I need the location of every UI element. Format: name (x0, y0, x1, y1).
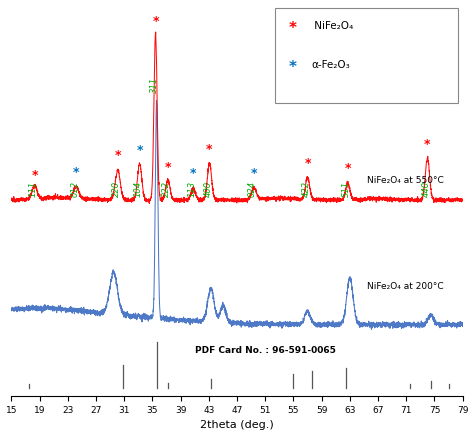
Text: 104: 104 (134, 181, 143, 197)
Text: *: * (164, 161, 171, 174)
Text: 220: 220 (112, 181, 121, 197)
Text: *: * (206, 143, 213, 156)
Text: *: * (304, 157, 311, 170)
Text: 400: 400 (203, 181, 212, 197)
Text: α-Fe₂O₃: α-Fe₂O₃ (311, 60, 350, 70)
Text: 113: 113 (187, 181, 196, 197)
Text: *: * (115, 150, 121, 162)
Text: *: * (251, 167, 257, 181)
Text: *: * (424, 138, 431, 151)
Text: NiFe₂O₄ at 200°C: NiFe₂O₄ at 200°C (367, 283, 444, 291)
Text: *: * (289, 21, 297, 36)
Text: 012: 012 (70, 181, 79, 197)
Text: *: * (345, 162, 351, 175)
Text: *: * (73, 166, 80, 179)
X-axis label: 2theta (deg.): 2theta (deg.) (200, 420, 274, 430)
Text: NiFe₂O₄: NiFe₂O₄ (311, 21, 354, 31)
Text: 440: 440 (421, 181, 430, 197)
Text: NiFe₂O₄ at 550°C: NiFe₂O₄ at 550°C (367, 176, 444, 185)
Text: 222: 222 (162, 181, 171, 197)
Text: 111: 111 (28, 181, 37, 197)
Text: *: * (152, 15, 159, 28)
FancyBboxPatch shape (275, 7, 458, 103)
Text: 422: 422 (301, 181, 310, 197)
Text: 311: 311 (150, 77, 159, 93)
Text: 511: 511 (342, 181, 351, 197)
Text: *: * (31, 169, 38, 181)
Text: PDF Card No. : 96-591-0065: PDF Card No. : 96-591-0065 (195, 346, 336, 354)
Text: 024: 024 (248, 181, 257, 197)
Text: *: * (137, 144, 143, 157)
Text: *: * (289, 60, 297, 75)
Text: *: * (190, 167, 197, 180)
